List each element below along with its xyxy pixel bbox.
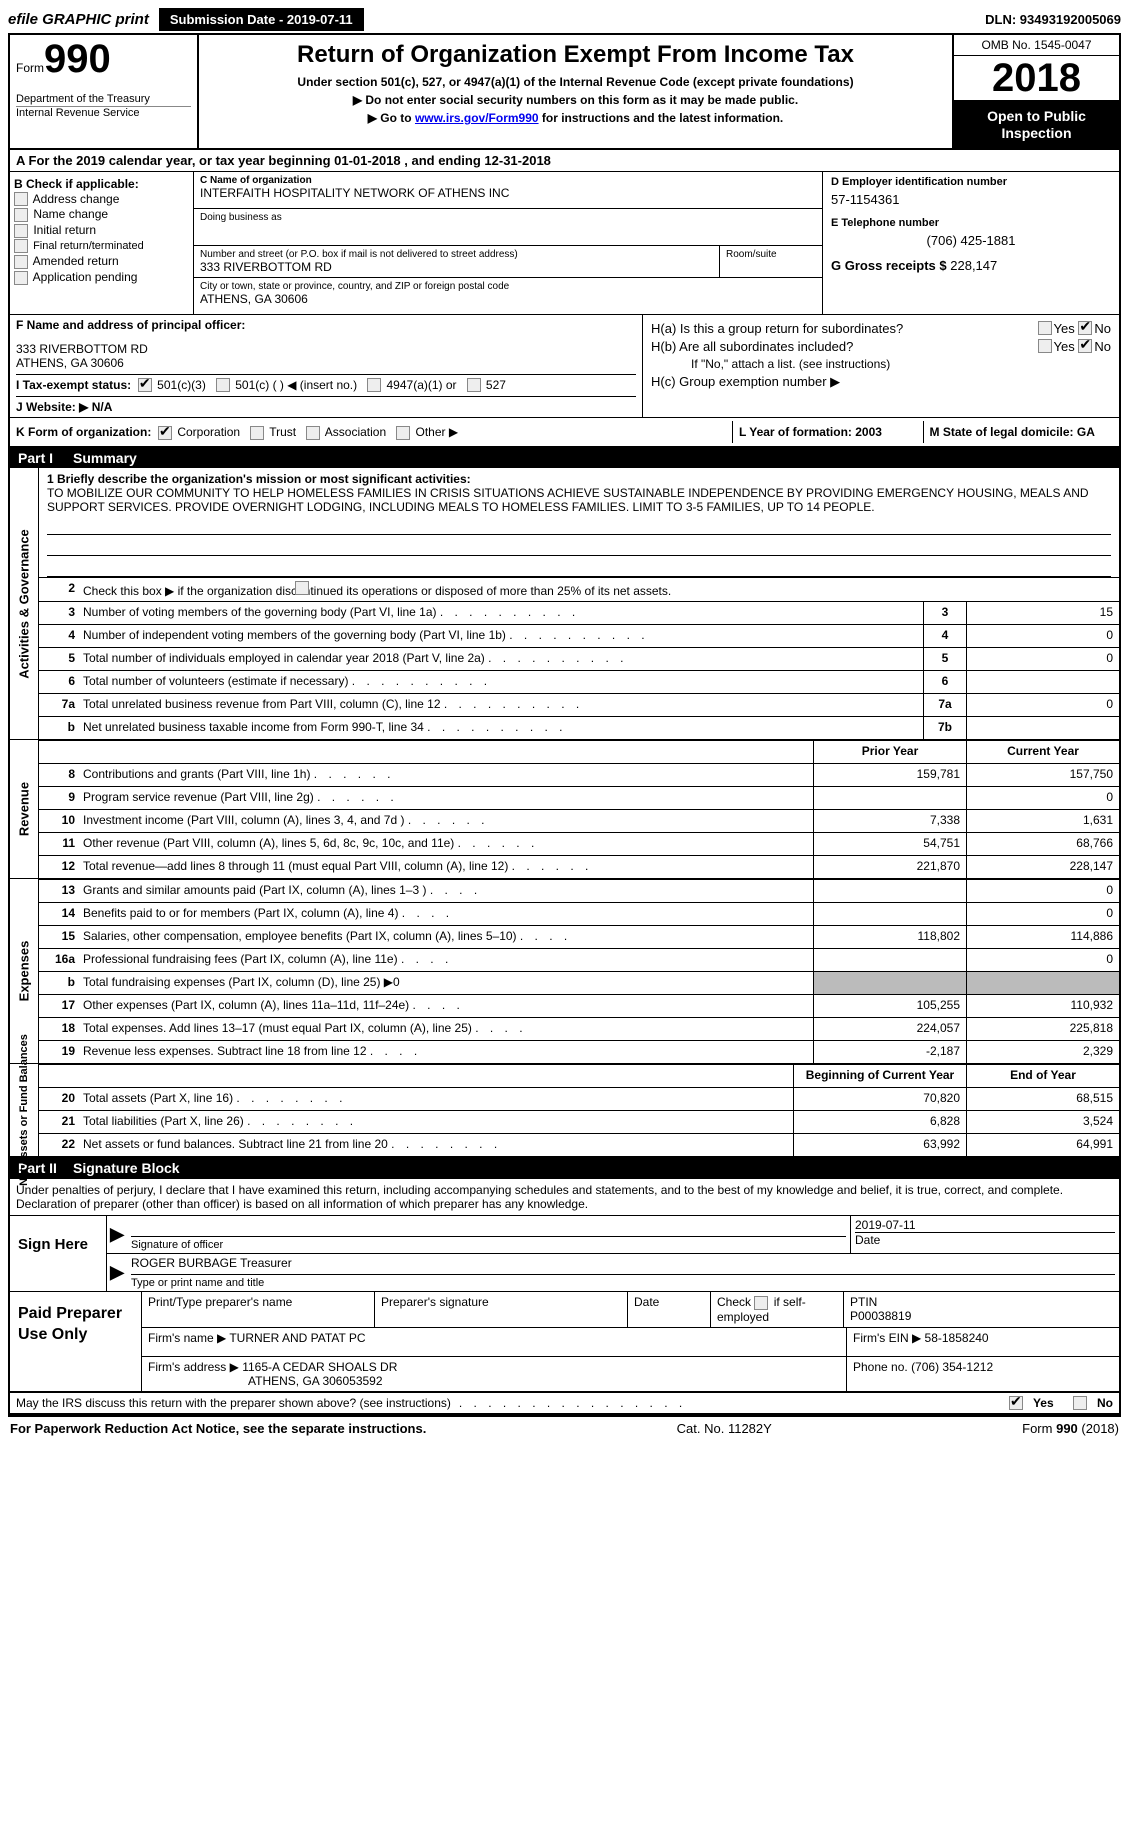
box-i: I Tax-exempt status: 501(c)(3) 501(c) ( … [16, 374, 636, 393]
penalties-text: Under penalties of perjury, I declare th… [10, 1178, 1119, 1215]
section-fh: F Name and address of principal officer:… [10, 315, 1119, 419]
box-d: D Employer identification number 57-1154… [823, 172, 1119, 314]
subtitle-3: ▶ Go to www.irs.gov/Form990 for instruct… [203, 109, 948, 127]
check-amended: Amended return [14, 254, 189, 269]
box-l: L Year of formation: 2003 [733, 421, 924, 443]
line-16a: 16aProfessional fundraising fees (Part I… [39, 948, 1119, 971]
dept-label: Department of the Treasury [16, 93, 191, 106]
instructions-link[interactable]: www.irs.gov/Form990 [415, 111, 539, 125]
line-18: 18Total expenses. Add lines 13–17 (must … [39, 1017, 1119, 1040]
line-10: 10Investment income (Part VIII, column (… [39, 809, 1119, 832]
line-21: 21Total liabilities (Part X, line 26) . … [39, 1110, 1119, 1133]
top-bar: efile GRAPHIC print Submission Date - 20… [8, 8, 1121, 31]
form-label: Form [16, 61, 44, 75]
netassets-section: Net Assets or Fund Balances Beginning of… [10, 1064, 1119, 1158]
box-f: F Name and address of principal officer:… [10, 315, 643, 418]
line-b: bTotal fundraising expenses (Part IX, co… [39, 971, 1119, 994]
expenses-section: Expenses 13Grants and similar amounts pa… [10, 879, 1119, 1064]
check-initial: Initial return [14, 223, 189, 238]
box-c: C Name of organization INTERFAITH HOSPIT… [194, 172, 823, 314]
sign-here-section: Sign Here ▶ Signature of officer 2019-07… [10, 1215, 1119, 1292]
prep-row-1: Print/Type preparer's name Preparer's si… [142, 1292, 1119, 1328]
revenue-header: Prior Year Current Year [39, 740, 1119, 763]
line-15: 15Salaries, other compensation, employee… [39, 925, 1119, 948]
revenue-section: Revenue Prior Year Current Year 8Contrib… [10, 740, 1119, 879]
box-b-label: B Check if applicable: [14, 177, 189, 191]
irs-label: Internal Revenue Service [16, 106, 191, 120]
line-9: 9Program service revenue (Part VIII, lin… [39, 786, 1119, 809]
phone-value: (706) 425-1881 [831, 233, 1111, 248]
preparer-section: Paid Preparer Use Only Print/Type prepar… [10, 1292, 1119, 1393]
prep-row-3: Firm's address ▶ 1165-A CEDAR SHOALS DR … [142, 1357, 1119, 1391]
h-b: H(b) Are all subordinates included? Yes … [651, 339, 1111, 354]
room-cell: Room/suite [720, 246, 822, 277]
gross-receipts: G Gross receipts $ 228,147 [831, 258, 1111, 273]
discuss-row: May the IRS discuss this return with the… [10, 1393, 1119, 1415]
line-5: 5Total number of individuals employed in… [39, 647, 1119, 670]
line-13: 13Grants and similar amounts paid (Part … [39, 879, 1119, 902]
line-17: 17Other expenses (Part IX, column (A), l… [39, 994, 1119, 1017]
org-name-cell: C Name of organization INTERFAITH HOSPIT… [194, 172, 822, 209]
line-8: 8Contributions and grants (Part VIII, li… [39, 763, 1119, 786]
check-pending: Application pending [14, 270, 189, 285]
inspection-label: Open to Public Inspection [954, 102, 1119, 148]
header-right: OMB No. 1545-0047 2018 Open to Public In… [952, 35, 1119, 148]
line-22: 22Net assets or fund balances. Subtract … [39, 1133, 1119, 1156]
street-cell: Number and street (or P.O. box if mail i… [194, 246, 720, 277]
line-11: 11Other revenue (Part VIII, column (A), … [39, 832, 1119, 855]
form-container: Form990 Department of the Treasury Inter… [8, 33, 1121, 1417]
omb-number: OMB No. 1545-0047 [954, 35, 1119, 56]
mission-block: 1 Briefly describe the organization's mi… [39, 468, 1119, 577]
header-center: Return of Organization Exempt From Incom… [199, 35, 952, 148]
h-a: H(a) Is this a group return for subordin… [651, 321, 1111, 336]
box-j: J Website: ▶ N/A [16, 396, 636, 414]
line-3: 3Number of voting members of the governi… [39, 601, 1119, 624]
check-name: Name change [14, 207, 189, 222]
form-number: 990 [44, 37, 111, 81]
section-bcd: B Check if applicable: Address change Na… [10, 172, 1119, 315]
city-cell: City or town, state or province, country… [194, 278, 822, 314]
check-addr: Address change [14, 192, 189, 207]
header-row: Form990 Department of the Treasury Inter… [10, 35, 1119, 150]
row-k: K Form of organization: Corporation Trus… [10, 418, 1119, 448]
line-2: 2 Check this box ▶ if the organization d… [39, 577, 1119, 601]
dba-cell: Doing business as [194, 209, 822, 246]
h-c: H(c) Group exemption number ▶ [651, 374, 1111, 390]
line-14: 14Benefits paid to or for members (Part … [39, 902, 1119, 925]
line-7a: 7aTotal unrelated business revenue from … [39, 693, 1119, 716]
part-1-header: Part ISummary [10, 448, 1119, 468]
row-a: A For the 2019 calendar year, or tax yea… [10, 150, 1119, 172]
line-6: 6Total number of volunteers (estimate if… [39, 670, 1119, 693]
prep-row-2: Firm's name ▶ TURNER AND PATAT PC Firm's… [142, 1328, 1119, 1357]
line-19: 19Revenue less expenses. Subtract line 1… [39, 1040, 1119, 1063]
header-left: Form990 Department of the Treasury Inter… [10, 35, 199, 148]
governance-section: Activities & Governance 1 Briefly descri… [10, 468, 1119, 740]
line-b: bNet unrelated business taxable income f… [39, 716, 1119, 739]
line-4: 4Number of independent voting members of… [39, 624, 1119, 647]
line-20: 20Total assets (Part X, line 16) . . . .… [39, 1087, 1119, 1110]
tax-year: 2018 [954, 56, 1119, 102]
subtitle-2: ▶ Do not enter social security numbers o… [203, 91, 948, 109]
box-h: H(a) Is this a group return for subordin… [643, 315, 1119, 418]
footer: For Paperwork Reduction Act Notice, see … [8, 1417, 1121, 1440]
arrow-icon: ▶ [107, 1216, 127, 1253]
part-2-header: Part IISignature Block [10, 1158, 1119, 1178]
check-final: Final return/terminated [14, 239, 189, 253]
box-b: B Check if applicable: Address change Na… [10, 172, 194, 314]
line-12: 12Total revenue—add lines 8 through 11 (… [39, 855, 1119, 878]
submission-date: Submission Date - 2019-07-11 [159, 8, 364, 31]
net-header: Beginning of Current Year End of Year [39, 1064, 1119, 1087]
subtitle-1: Under section 501(c), 527, or 4947(a)(1)… [203, 73, 948, 91]
ein-value: 57-1154361 [831, 192, 1111, 207]
form-title: Return of Organization Exempt From Incom… [203, 41, 948, 69]
arrow-icon: ▶ [107, 1254, 127, 1291]
efile-label: efile GRAPHIC print [8, 11, 149, 28]
box-m: M State of legal domicile: GA [924, 421, 1114, 443]
dln: DLN: 93493192005069 [985, 12, 1121, 27]
